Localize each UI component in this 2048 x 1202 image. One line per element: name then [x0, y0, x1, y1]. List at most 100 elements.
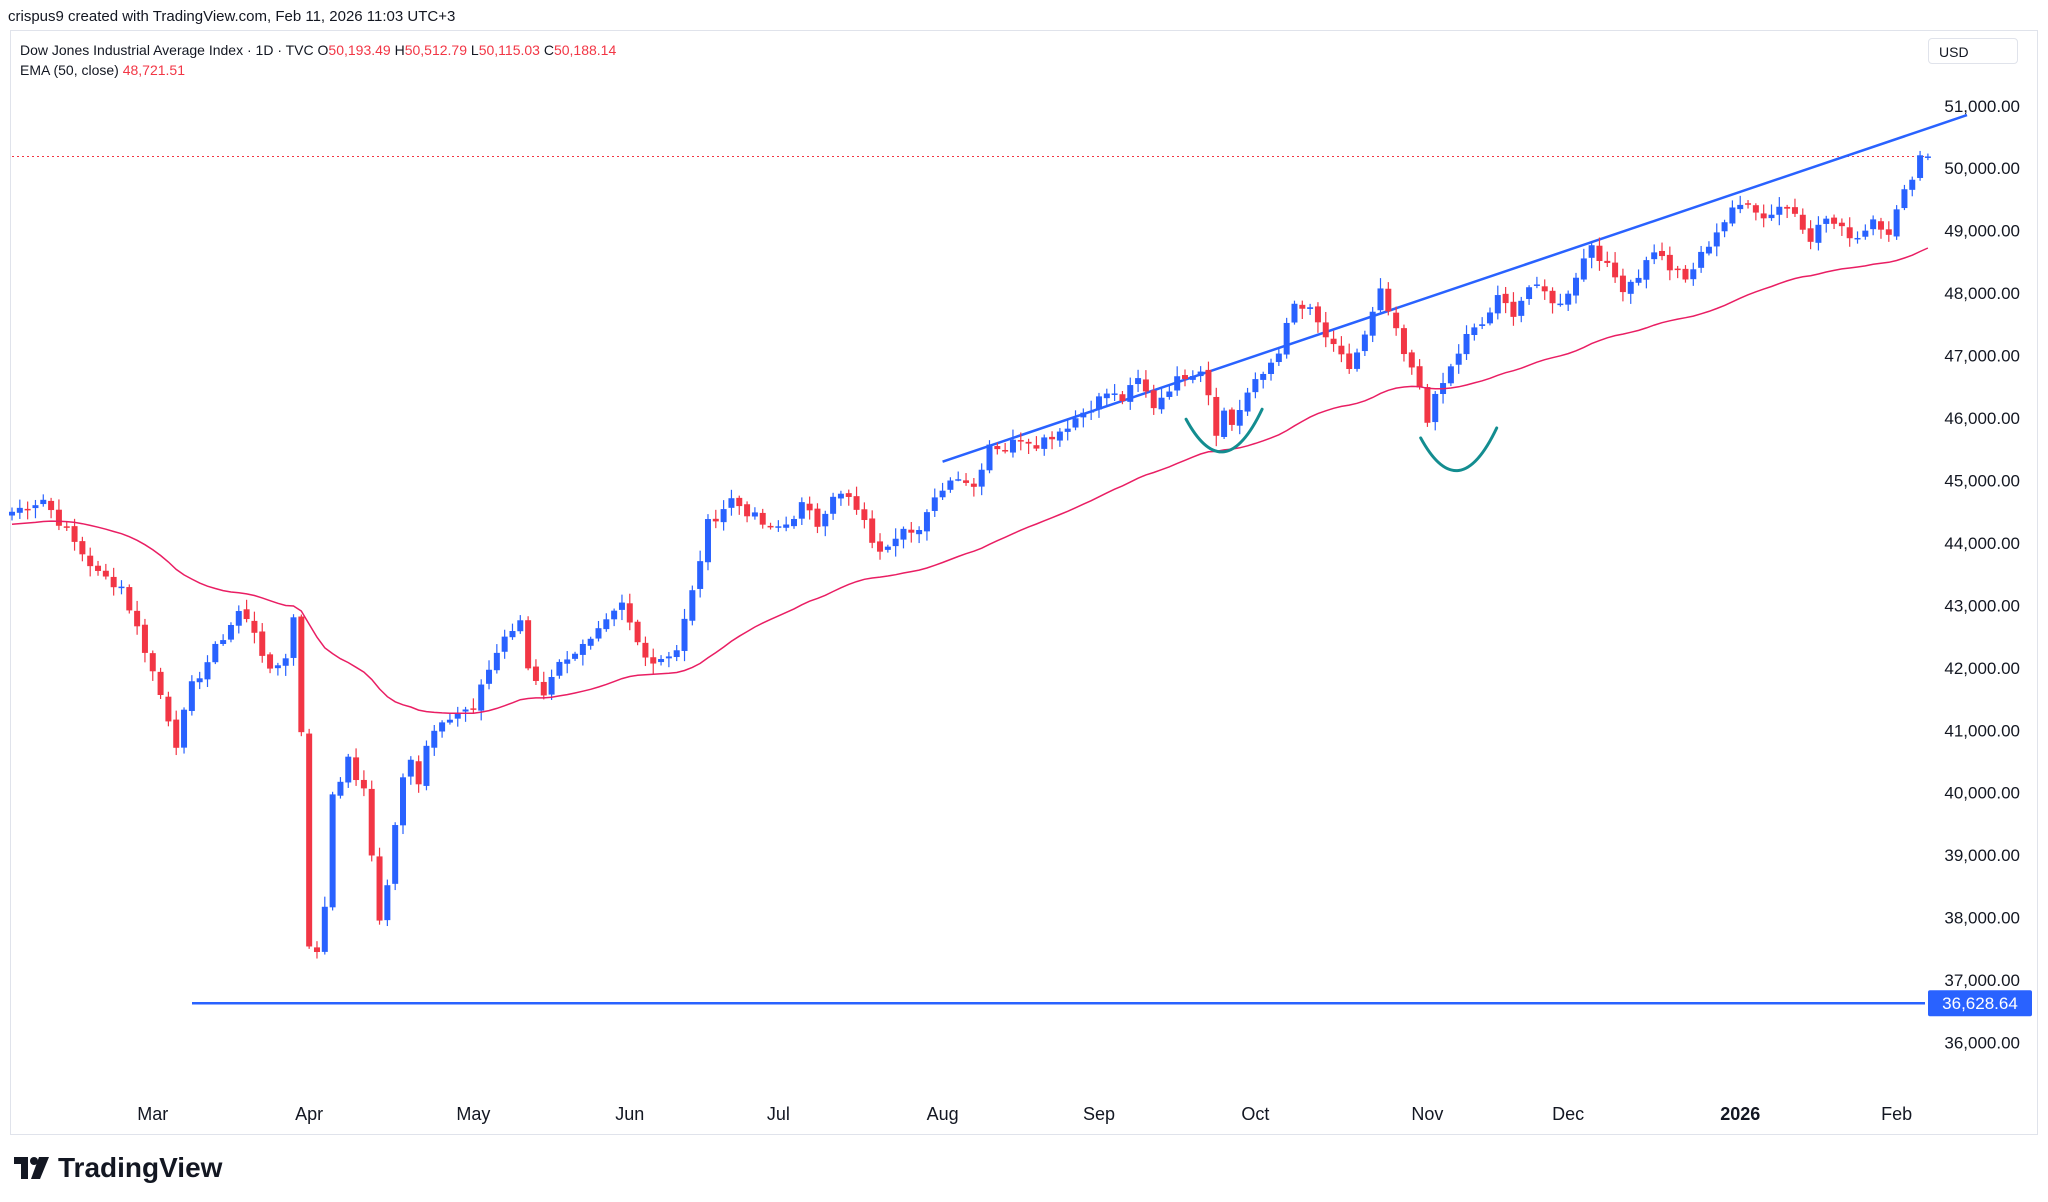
currency-selector[interactable]: USD: [1928, 38, 2018, 64]
candle-body: [587, 638, 594, 646]
candle-body: [274, 665, 281, 669]
candle-body: [384, 885, 391, 921]
candle-body: [939, 490, 946, 498]
candle-body: [267, 654, 274, 669]
candle-body: [400, 777, 406, 826]
candle-body: [673, 650, 680, 658]
candle-body: [337, 781, 344, 796]
candle-body: [978, 469, 985, 487]
candle-body: [509, 631, 516, 638]
candle-body: [1361, 334, 1368, 352]
tradingview-brand-name: TradingView: [58, 1152, 223, 1183]
candle-body: [1471, 327, 1478, 336]
candle-body: [1291, 303, 1298, 323]
candle-body: [1166, 391, 1173, 397]
candle-body: [1330, 338, 1337, 345]
candle-body: [767, 525, 774, 528]
candle-body: [1674, 268, 1681, 271]
candle-body: [79, 541, 86, 555]
candle-body: [525, 620, 532, 669]
symbol-name[interactable]: Dow Jones Industrial Average Index · 1D …: [20, 42, 314, 58]
ema-label[interactable]: EMA (50, close): [20, 62, 119, 78]
candle-body: [1831, 217, 1838, 224]
candle-body: [1901, 189, 1908, 209]
ema-value: 48,721.51: [122, 62, 186, 78]
candle-body: [220, 640, 227, 644]
candle-body: [1244, 392, 1251, 412]
candle-body: [548, 677, 555, 695]
candle-body: [1917, 155, 1924, 178]
candle-body: [1854, 237, 1861, 240]
candle-body: [1698, 251, 1705, 268]
tradingview-logo[interactable]: TradingView: [14, 1152, 222, 1184]
candle-body: [243, 609, 250, 620]
y-tick-label: 51,000.00: [1944, 97, 2020, 116]
candle-body: [1604, 260, 1611, 263]
x-tick-label: 2026: [1720, 1104, 1760, 1124]
candle-body: [1095, 396, 1102, 410]
y-tick-label: 37,000.00: [1944, 971, 2020, 990]
candle-body: [63, 526, 70, 528]
candle-body: [634, 621, 641, 643]
candle-body: [462, 709, 469, 712]
candle-body: [126, 587, 133, 611]
candle-body: [431, 730, 438, 748]
candle-body: [1760, 213, 1767, 219]
candle-body: [1596, 245, 1603, 262]
candle-body: [321, 906, 328, 952]
candle-body: [1518, 300, 1525, 316]
candle-body: [603, 619, 610, 630]
candle-body: [1659, 250, 1666, 257]
candle-body: [118, 586, 125, 589]
candle-body: [368, 788, 375, 856]
candle-body: [916, 529, 923, 535]
candle-body: [892, 538, 899, 547]
candle-body: [1502, 293, 1509, 304]
candle-body: [1541, 286, 1548, 292]
candle-body: [1205, 369, 1212, 396]
candle-body: [1791, 207, 1798, 214]
candle-body: [212, 643, 219, 663]
x-tick-label: Sep: [1083, 1104, 1115, 1124]
candle-body: [95, 565, 102, 571]
candle-body: [1408, 352, 1415, 368]
candle-body: [1369, 311, 1376, 336]
candle-body: [642, 642, 649, 658]
candle-body: [1846, 227, 1853, 239]
candle-body: [1479, 324, 1486, 326]
candle-body: [1619, 275, 1626, 293]
low-value: 50,115.03: [478, 42, 540, 58]
candle-body: [1690, 269, 1697, 280]
x-tick-label: Nov: [1411, 1104, 1443, 1124]
candle-body: [32, 505, 39, 509]
candle-body: [1346, 353, 1353, 369]
candle-body: [994, 446, 1001, 450]
candle-body: [532, 666, 539, 681]
candle-body: [1893, 209, 1900, 237]
candle-body: [282, 658, 289, 666]
candle-body: [1416, 366, 1423, 388]
candle-body: [415, 761, 422, 785]
candle-body: [1573, 277, 1579, 296]
tradingview-logo-icon: [14, 1157, 49, 1179]
x-tick-label: Mar: [137, 1104, 168, 1124]
candle-body: [196, 678, 203, 683]
candle-body: [1494, 295, 1501, 314]
candle-body: [55, 509, 62, 526]
candle-body: [658, 658, 665, 663]
candle-body: [251, 620, 258, 633]
candle-body: [806, 503, 813, 511]
candle-body: [744, 504, 751, 517]
open-label: O: [317, 42, 329, 58]
candle-body: [681, 618, 688, 651]
x-tick-label: Dec: [1552, 1104, 1584, 1124]
candle-body: [1745, 203, 1752, 205]
candle-body: [947, 480, 954, 490]
y-tick-label: 49,000.00: [1944, 222, 2020, 241]
candle-body: [704, 519, 711, 563]
candle-body: [1142, 379, 1149, 392]
candle-body: [1447, 366, 1454, 384]
candle-body: [1056, 431, 1063, 441]
candle-body: [1682, 268, 1689, 280]
